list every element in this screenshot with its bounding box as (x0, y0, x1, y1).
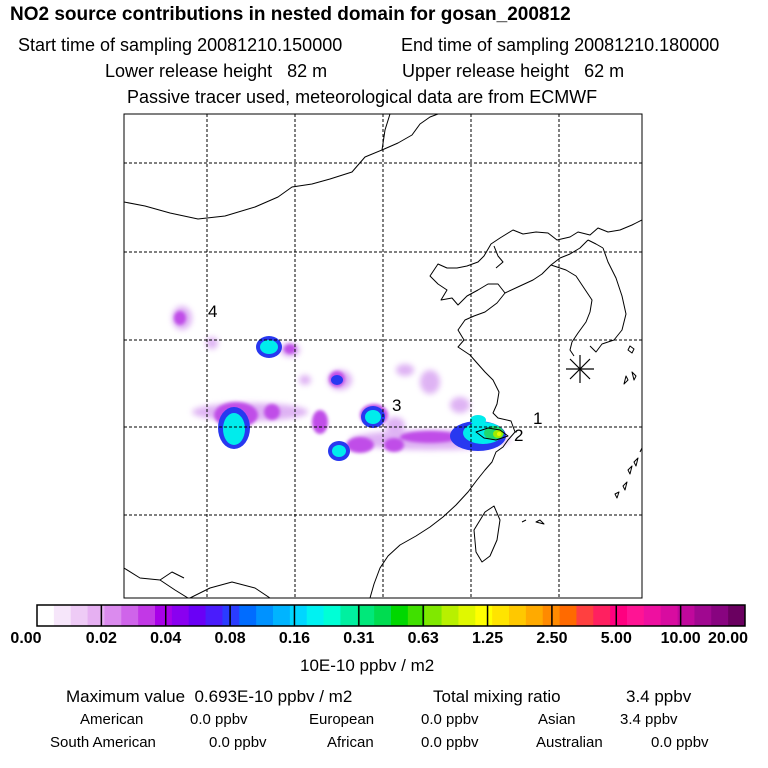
source-label-2: 2 (514, 426, 523, 445)
colorbar-swatch (711, 605, 729, 626)
source-label-4: 4 (208, 302, 217, 321)
colorbar-swatch (306, 605, 325, 626)
lat-lon-grid (124, 114, 642, 598)
colorbar-swatch (155, 605, 173, 626)
colorbar-swatch (37, 605, 55, 626)
tracer-note: Passive tracer used, meteorological data… (127, 87, 598, 107)
colorbar-swatch (391, 605, 409, 626)
colorbar-swatch (576, 605, 594, 626)
colorbar-tick-label: 10.00 (660, 630, 701, 647)
region-australian-value: 0.0 ppbv (651, 734, 709, 751)
colorbar-swatch (188, 605, 207, 626)
colorbar-swatch (728, 605, 746, 626)
colorbar-tick-label: 20.00 (707, 630, 749, 647)
region-african-name: African (327, 734, 374, 751)
region-australian-name: Australian (536, 734, 603, 751)
colorbar-tick-label: 0.02 (85, 630, 117, 647)
colorbar-swatch (610, 605, 628, 626)
lower-release-height-label: Lower release height 82 m (105, 61, 328, 81)
colorbar-swatch (374, 605, 392, 626)
colorbar-tick-label: 0.16 (278, 630, 311, 647)
colorbar-swatch (492, 605, 510, 626)
region-south-american-name: South American (50, 734, 156, 751)
colorbar (37, 605, 746, 626)
colorbar-swatch (660, 605, 679, 626)
colorbar-tick-label: 1.25 (471, 630, 504, 647)
colorbar-swatch (70, 605, 89, 626)
colorbar-swatch (475, 605, 493, 626)
plume-medium (174, 311, 460, 453)
region-european-name: European (309, 711, 375, 728)
colorbar-frame (36, 604, 746, 627)
colorbar-tick-label: 0.63 (407, 630, 439, 647)
source-label-1: 1 (533, 409, 542, 428)
coastlines (124, 114, 642, 598)
receptor-star-icon (566, 355, 594, 383)
start-time-label: Start time of sampling 20081210.150000 (18, 35, 343, 55)
colorbar-swatch (256, 605, 274, 626)
colorbar-swatch (273, 605, 291, 626)
colorbar-swatch (525, 605, 544, 626)
region-asian-name: Asian (538, 711, 576, 728)
colorbar-swatch (104, 605, 122, 626)
total-mixing-ratio-label: Total mixing ratio (433, 687, 561, 706)
colorbar-swatch (239, 605, 257, 626)
region-south-american-value: 0.0 ppbv (209, 734, 267, 751)
colorbar-swatch (458, 605, 476, 626)
colorbar-swatch (509, 605, 527, 626)
region-asian-value: 3.4 ppbv (620, 711, 678, 728)
end-time-label: End time of sampling 20081210.180000 (401, 35, 720, 55)
colorbar-swatch (643, 605, 662, 626)
region-african-value: 0.0 ppbv (421, 734, 479, 751)
colorbar-tick-label: 0.08 (214, 630, 246, 647)
colorbar-swatch (121, 605, 139, 626)
map-title: NO2 source contributions in nested domai… (10, 4, 571, 25)
colorbar-swatch (627, 605, 645, 626)
colorbar-swatch (323, 605, 341, 626)
total-mixing-ratio-value: 3.4 ppbv (626, 687, 692, 706)
colorbar-swatch (559, 605, 577, 626)
colorbar-swatch (677, 605, 695, 626)
colorbar-swatch (53, 605, 72, 626)
colorbar-tick-label: 0.04 (150, 630, 182, 647)
colorbar-swatch (222, 605, 240, 626)
colorbar-swatch (593, 605, 611, 626)
colorbar-swatch (694, 605, 712, 626)
colorbar-swatch (424, 605, 443, 626)
colorbar-swatch (407, 605, 426, 626)
region-european-value: 0.0 ppbv (421, 711, 479, 728)
region-american-name: American (80, 711, 144, 728)
maximum-value-label: Maximum value 0.693E-10 ppbv / m2 (66, 687, 353, 706)
colorbar-unit-label: 10E-10 ppbv / m2 (300, 656, 435, 675)
colorbar-tick-label: 0.00 (10, 630, 42, 647)
upper-release-height-label: Upper release height 62 m (402, 61, 625, 81)
colorbar-swatch (138, 605, 156, 626)
colorbar-swatch (289, 605, 308, 626)
colorbar-swatch (357, 605, 375, 626)
colorbar-tick-label: 5.00 (600, 630, 632, 647)
colorbar-swatch (87, 605, 105, 626)
colorbar-swatch (340, 605, 358, 626)
colorbar-tick-label: 2.50 (536, 630, 568, 647)
colorbar-swatch (205, 605, 223, 626)
colorbar-swatch (171, 605, 190, 626)
region-american-value: 0.0 ppbv (190, 711, 248, 728)
colorbar-swatch (441, 605, 459, 626)
colorbar-tick-label: 0.31 (343, 630, 375, 647)
source-label-3: 3 (392, 396, 401, 415)
map-frame (123, 113, 643, 599)
